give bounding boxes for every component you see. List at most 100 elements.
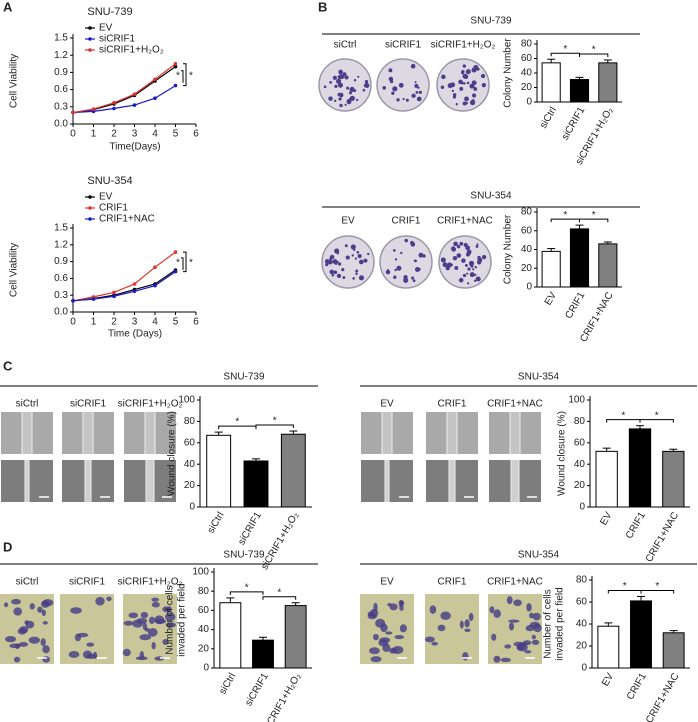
y-tick-label: 0.9	[54, 67, 68, 78]
colony-dot	[461, 258, 466, 263]
invaded-cell	[128, 612, 139, 619]
y-tick-label: 60	[574, 437, 586, 448]
wound-gap	[85, 460, 91, 502]
colony-dot	[416, 96, 422, 102]
significance: *	[189, 258, 193, 269]
panel-title: SNU-739	[223, 372, 265, 383]
colony-dot	[475, 245, 479, 248]
colony-dot	[349, 86, 355, 92]
panel-title: SNU-739	[470, 16, 512, 27]
invaded-cell	[500, 657, 511, 663]
bar	[541, 250, 561, 288]
y-tick-label: 40	[574, 459, 586, 470]
data-point	[132, 289, 137, 294]
image-label: siCRIF1+H₂O₂	[118, 399, 183, 410]
y-tick-label: 40	[521, 68, 533, 79]
colony-dot	[412, 279, 416, 283]
legend-marker	[88, 217, 92, 221]
colony-dot	[473, 279, 477, 283]
data-point	[112, 290, 116, 295]
invaded-cell	[429, 605, 437, 614]
invaded-cell	[154, 615, 165, 625]
colony-dot	[358, 259, 364, 265]
invaded-cell	[17, 628, 27, 635]
colony-dot	[469, 262, 473, 267]
dish-image	[379, 235, 433, 289]
image-label: EV	[380, 577, 394, 588]
colony-dot	[355, 272, 358, 276]
x-tick-label: siCtrl	[217, 671, 238, 696]
invaded-cell	[369, 647, 380, 655]
colony-dot	[458, 79, 463, 85]
invaded-cell	[74, 633, 82, 642]
significance: *	[655, 581, 659, 592]
invaded-cell	[13, 656, 21, 663]
colony-dot	[344, 244, 348, 248]
colony-dot	[480, 73, 486, 79]
invaded-cell	[95, 596, 105, 606]
colony-dot	[332, 259, 338, 265]
bracket	[262, 596, 297, 600]
colony-dot	[459, 86, 464, 91]
invaded-cell	[37, 606, 43, 613]
invaded-cell	[531, 634, 536, 640]
y-tick-label: 40	[576, 619, 588, 630]
data-point	[132, 282, 137, 286]
invaded-cell	[164, 612, 176, 622]
y-tick-label: 20	[576, 641, 588, 652]
invaded-cell	[5, 635, 17, 643]
bar	[595, 450, 618, 508]
invaded-cell	[139, 651, 145, 660]
invaded-cell	[462, 651, 469, 661]
series-line	[72, 85, 176, 114]
data-point	[173, 83, 178, 88]
invaded-cell	[532, 612, 541, 621]
x-tick-label: CRIF1+NAC	[644, 671, 681, 722]
invaded-cell	[139, 634, 152, 641]
invaded-cell	[162, 638, 169, 645]
invaded-cell	[29, 603, 35, 610]
invaded-cell	[4, 602, 9, 608]
dish-image	[318, 58, 372, 112]
panel-title: SNU-739	[223, 550, 265, 561]
bracket	[229, 591, 264, 595]
data-point	[91, 297, 96, 301]
colony-dot	[333, 270, 338, 275]
colony-dot	[464, 96, 469, 102]
x-tick-label: siCRIF1	[236, 510, 264, 547]
invaded-cell	[513, 599, 522, 607]
invaded-cell	[431, 641, 438, 646]
colony-dot	[334, 248, 340, 254]
x-tick-label: CRIF1	[624, 510, 648, 541]
colony-dot	[472, 268, 475, 271]
colony-dot	[344, 103, 347, 106]
y-tick-label: 20	[521, 82, 533, 93]
y-tick-label: 1.2	[54, 239, 68, 250]
colony-dot	[410, 242, 416, 247]
panel-letter: D	[3, 539, 12, 554]
y-tick-label: 80	[521, 39, 533, 50]
colony-dot	[466, 81, 470, 85]
wound-gap	[382, 412, 392, 454]
x-tick-label: 6	[193, 317, 199, 328]
x-tick-label: CRIF1	[625, 671, 649, 702]
invaded-cell	[373, 633, 379, 641]
panel-title: SNU-354	[518, 550, 560, 561]
colony-dot	[398, 82, 404, 88]
x-tick-label: EV	[543, 290, 559, 307]
significance: *	[189, 70, 193, 81]
colony-dot	[331, 273, 335, 277]
invaded-cell	[136, 618, 148, 624]
y-axis-label: Colony Number	[503, 214, 514, 284]
colony-dot	[403, 275, 408, 280]
colony-dot	[332, 75, 337, 80]
data-point	[71, 299, 75, 303]
colony-dot	[404, 238, 408, 243]
invaded-cell	[82, 650, 93, 659]
bar	[569, 228, 590, 288]
invaded-cell	[40, 638, 46, 647]
image-label: CRIF1+NAC	[487, 399, 543, 410]
wound-gap	[511, 460, 519, 502]
colony-dot	[471, 80, 477, 86]
invaded-cell	[533, 623, 542, 633]
